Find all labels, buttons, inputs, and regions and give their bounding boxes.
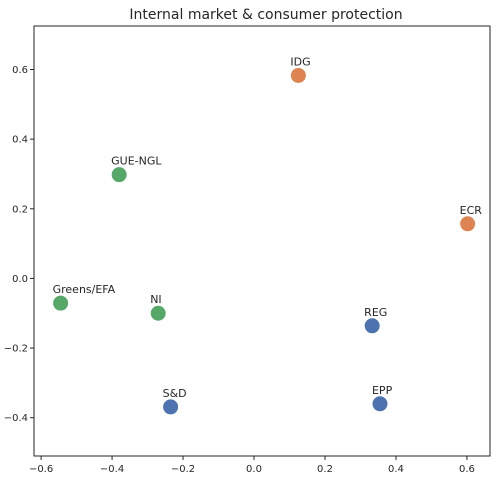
x-tick-label: 0.4	[388, 464, 404, 475]
y-tick-label: 0.4	[12, 135, 28, 146]
data-points: IDG ECR GUE-NGL Greens/EFA NI REG S&D EPP	[52, 55, 483, 416]
point-label: EPP	[372, 384, 393, 397]
y-tick-label: 0.0	[12, 274, 28, 285]
x-axis: −0.6 −0.4 −0.2 0.0 0.2 0.4 0.6	[29, 456, 475, 475]
data-point	[110, 166, 128, 184]
plot-area	[33, 25, 491, 457]
point-label: GUE-NGL	[111, 155, 162, 168]
x-tick-label: −0.6	[29, 464, 53, 475]
data-point	[149, 304, 167, 322]
x-tick-label: 0.0	[246, 464, 262, 475]
y-tick-label: −0.2	[4, 344, 28, 355]
point-label: S&D	[163, 387, 187, 400]
point-label: REG	[364, 306, 387, 319]
x-tick-label: 0.6	[459, 464, 475, 475]
y-tick-label: 0.2	[12, 204, 28, 215]
chart-title: Internal market & consumer protection	[129, 7, 402, 23]
y-tick-label: −0.4	[4, 413, 28, 424]
data-point	[371, 395, 389, 413]
data-point	[363, 317, 381, 335]
point-label: Greens/EFA	[53, 283, 116, 296]
point-label: ECR	[460, 204, 483, 217]
y-axis: −0.4 −0.2 0.0 0.2 0.4 0.6	[4, 65, 34, 424]
data-point	[459, 215, 477, 233]
point-label: IDG	[290, 55, 310, 68]
x-tick-label: −0.2	[171, 464, 195, 475]
point-label: NI	[150, 293, 161, 306]
x-tick-label: −0.4	[100, 464, 124, 475]
y-tick-label: 0.6	[12, 65, 28, 76]
data-point	[162, 398, 180, 416]
x-tick-label: 0.2	[317, 464, 333, 475]
data-point	[52, 294, 70, 312]
data-point	[289, 66, 307, 84]
